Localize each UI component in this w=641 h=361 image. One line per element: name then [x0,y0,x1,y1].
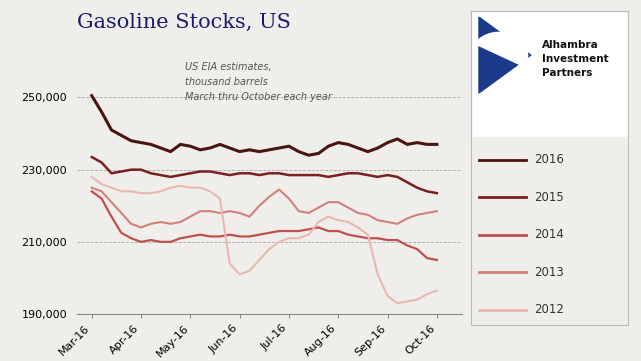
Text: Gasoline Stocks, US: Gasoline Stocks, US [77,13,291,32]
Text: 2016: 2016 [534,153,564,166]
Wedge shape [475,32,528,66]
Text: 2013: 2013 [534,266,563,279]
Polygon shape [479,17,531,93]
Text: Alhambra
Investment
Partners: Alhambra Investment Partners [542,40,608,78]
Text: 2012: 2012 [534,303,564,316]
Text: US EIA estimates,
thousand barrels
March thru October each year: US EIA estimates, thousand barrels March… [185,62,331,101]
Text: 2015: 2015 [534,191,563,204]
Text: 2014: 2014 [534,228,564,241]
